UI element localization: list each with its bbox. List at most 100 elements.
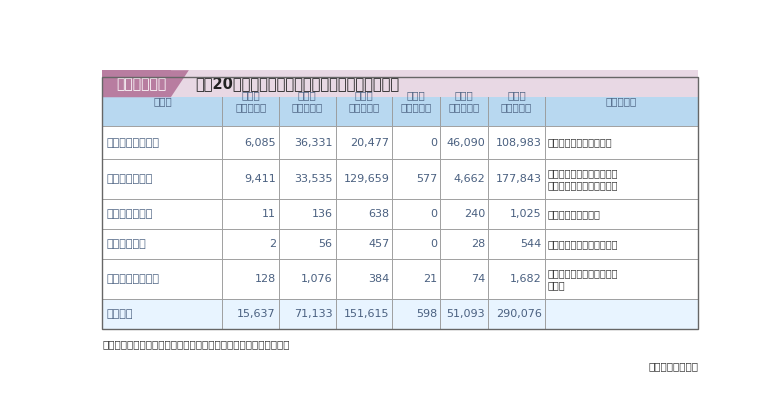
Text: 台　風
（百万円）: 台 風 （百万円） xyxy=(235,90,266,112)
Bar xyxy=(545,259,698,299)
Bar xyxy=(336,199,392,229)
Bar xyxy=(102,229,223,259)
Text: 51,093: 51,093 xyxy=(447,309,485,319)
Text: 出典：内閣府資料: 出典：内閣府資料 xyxy=(648,361,698,371)
Text: 638: 638 xyxy=(368,209,389,219)
Text: 290,076: 290,076 xyxy=(496,309,542,319)
Bar xyxy=(336,259,392,299)
Text: 農林水産業関係: 農林水産業関係 xyxy=(106,174,152,184)
Bar xyxy=(279,299,336,330)
Text: 136: 136 xyxy=(312,209,333,219)
Bar xyxy=(336,229,392,259)
Text: 区　分: 区 分 xyxy=(153,96,172,106)
Bar xyxy=(440,126,488,159)
Bar xyxy=(488,229,545,259)
Text: 108,983: 108,983 xyxy=(496,138,542,147)
Text: 4,662: 4,662 xyxy=(454,174,485,184)
Bar xyxy=(223,76,279,126)
Bar xyxy=(102,76,698,330)
Bar xyxy=(545,229,698,259)
Text: 備　　　考: 備 考 xyxy=(606,96,637,106)
Bar xyxy=(336,159,392,199)
Bar xyxy=(392,159,440,199)
Bar xyxy=(102,126,223,159)
Text: 28: 28 xyxy=(471,240,485,249)
Text: 社会福祉施設，水道施設等: 社会福祉施設，水道施設等 xyxy=(547,240,619,249)
Bar xyxy=(223,159,279,199)
Bar xyxy=(392,199,440,229)
Bar xyxy=(102,299,223,330)
Bar xyxy=(545,159,698,199)
Bar xyxy=(392,76,440,126)
Text: 自然公園，電信電話，都市
施設等: 自然公園，電信電話，都市 施設等 xyxy=(547,268,619,290)
Text: 合　計
（百万円）: 合 計 （百万円） xyxy=(501,90,532,112)
Bar xyxy=(440,299,488,330)
Text: 2: 2 xyxy=(269,240,276,249)
Text: 0: 0 xyxy=(430,209,437,219)
Bar xyxy=(440,159,488,199)
Text: 457: 457 xyxy=(368,240,389,249)
Text: 表１－２－２: 表１－２－２ xyxy=(116,77,166,91)
Bar xyxy=(545,126,698,159)
Bar xyxy=(279,76,336,126)
Text: 地　震
（百万円）: 地 震 （百万円） xyxy=(348,90,380,112)
Bar xyxy=(545,76,698,126)
Bar xyxy=(223,126,279,159)
Bar xyxy=(279,126,336,159)
Text: （注）単位未満四捨五入のため，合計と一致しないところがある。: （注）単位未満四捨五入のため，合計と一致しないところがある。 xyxy=(102,339,290,349)
Bar xyxy=(171,70,698,97)
Text: 384: 384 xyxy=(368,274,389,284)
Bar xyxy=(392,126,440,159)
Text: 21: 21 xyxy=(423,274,437,284)
Text: 6,085: 6,085 xyxy=(244,138,276,147)
Bar xyxy=(392,259,440,299)
Bar xyxy=(545,199,698,229)
Bar xyxy=(440,259,488,299)
Bar xyxy=(223,259,279,299)
Bar xyxy=(488,76,545,126)
Bar xyxy=(279,199,336,229)
Bar xyxy=(488,126,545,159)
Text: 36,331: 36,331 xyxy=(294,138,333,147)
Bar xyxy=(488,299,545,330)
Bar xyxy=(488,159,545,199)
Text: 74: 74 xyxy=(471,274,485,284)
Text: 厚生施設関係: 厚生施設関係 xyxy=(106,240,146,249)
Bar xyxy=(223,299,279,330)
Text: 544: 544 xyxy=(520,240,542,249)
Text: 151,615: 151,615 xyxy=(344,309,389,319)
Text: 学校施設，文化財等: 学校施設，文化財等 xyxy=(547,209,601,219)
Text: 11: 11 xyxy=(262,209,276,219)
Bar xyxy=(336,299,392,330)
Text: 公共土木施設関係: 公共土木施設関係 xyxy=(106,138,159,147)
Text: その他
（百万円）: その他 （百万円） xyxy=(448,90,480,112)
Bar xyxy=(279,159,336,199)
Text: 577: 577 xyxy=(416,174,437,184)
Bar xyxy=(545,299,698,330)
Bar xyxy=(440,199,488,229)
Bar xyxy=(488,259,545,299)
Text: 33,535: 33,535 xyxy=(294,174,333,184)
Text: 1,076: 1,076 xyxy=(301,274,333,284)
Bar xyxy=(102,76,223,126)
Text: 合　　計: 合 計 xyxy=(106,309,133,319)
Text: 20,477: 20,477 xyxy=(350,138,389,147)
Text: 15,637: 15,637 xyxy=(237,309,276,319)
Text: 1,682: 1,682 xyxy=(510,274,542,284)
Bar xyxy=(488,199,545,229)
Bar xyxy=(102,159,223,199)
Bar xyxy=(336,76,392,126)
Text: 128: 128 xyxy=(255,274,276,284)
Text: 農地，農業用施設，林道，
漁業用施設，農林水産物等: 農地，農業用施設，林道， 漁業用施設，農林水産物等 xyxy=(547,168,619,190)
Bar xyxy=(336,126,392,159)
Text: 0: 0 xyxy=(430,138,437,147)
Bar xyxy=(392,299,440,330)
Text: 文教施設等関係: 文教施設等関係 xyxy=(106,209,152,219)
Bar xyxy=(102,199,223,229)
Text: 240: 240 xyxy=(464,209,485,219)
Bar xyxy=(279,259,336,299)
Text: その他の施設関係: その他の施設関係 xyxy=(106,274,159,284)
Bar xyxy=(392,229,440,259)
Text: 平成20年発生災害による災害別施設関係等被害額: 平成20年発生災害による災害別施設関係等被害額 xyxy=(195,76,399,91)
Text: 177,843: 177,843 xyxy=(496,174,542,184)
